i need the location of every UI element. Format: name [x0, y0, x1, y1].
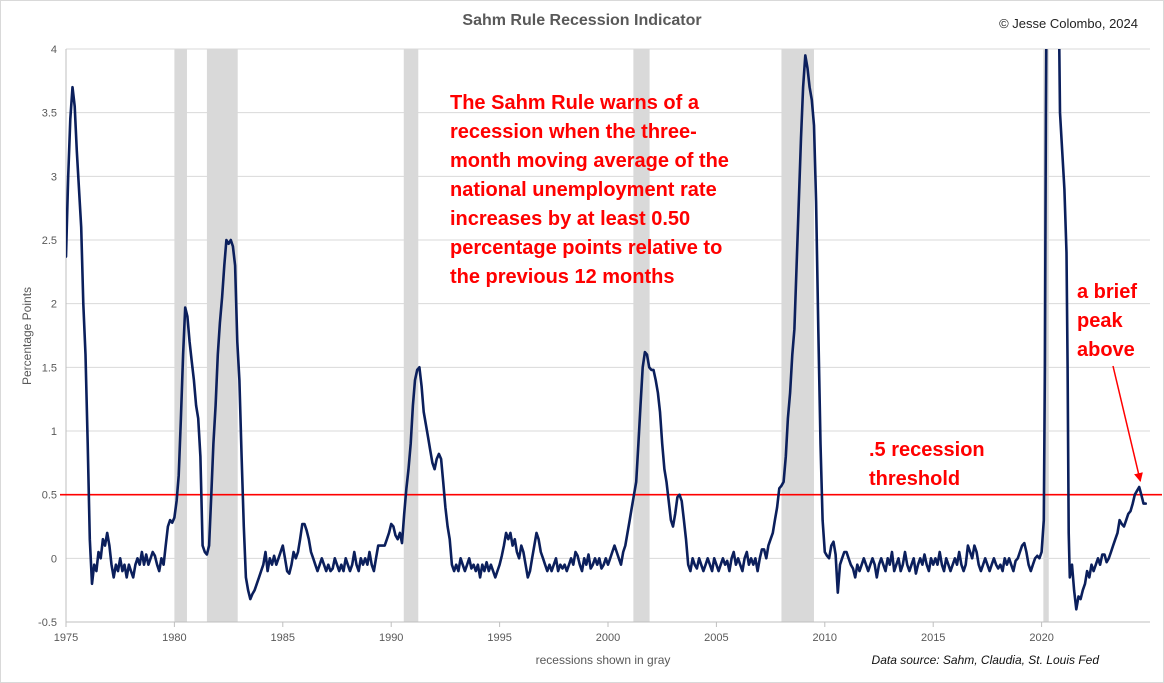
x-tick-label: 1985 [271, 632, 295, 644]
y-tick-label: 1 [51, 426, 57, 438]
y-tick-label: 0 [51, 553, 57, 565]
sahm-indicator-line [66, 49, 1147, 611]
sahm-rule-annotation: The Sahm Rule warns of a recession when … [450, 89, 770, 292]
annotation-line: the previous 12 months [450, 266, 675, 288]
data-source-note: Data source: Sahm, Claudia, St. Louis Fe… [871, 653, 1099, 667]
x-tick-label: 2000 [596, 632, 620, 644]
y-tick-label: 2.5 [42, 235, 57, 247]
x-tick-label: 1975 [54, 632, 78, 644]
annotation-line: percentage points relative to [450, 237, 723, 259]
annotation-line: peak [1077, 310, 1123, 332]
axes: -0.5 0 0.5 1 1.5 2 2.5 3 3.5 4 1975 1980 1985 1990 199… [38, 44, 1150, 644]
x-tick-label: 2005 [704, 632, 728, 644]
chart-title: Sahm Rule Recession Indicator [462, 12, 702, 29]
x-tick-label: 1990 [379, 632, 403, 644]
x-tick-label: 2015 [921, 632, 945, 644]
y-tick-label: 0.5 [42, 490, 57, 502]
annotation-line: increases by at least 0.50 [450, 208, 691, 230]
arrow-layer [1112, 365, 1143, 482]
annotation-line: .5 recession [869, 439, 985, 461]
series-layer [66, 49, 1147, 611]
annotation-line: a brief [1077, 281, 1138, 303]
y-tick-label: 3.5 [42, 108, 57, 120]
x-tick-label: 1995 [487, 632, 511, 644]
annotation-line: threshold [869, 468, 961, 490]
x-axis-label: recessions shown in gray [535, 653, 671, 667]
y-tick-label: 3 [51, 171, 57, 183]
y-tick-label: 1.5 [42, 362, 57, 374]
annotation-line: recession when the three- [450, 121, 697, 143]
y-tick-label: 2 [51, 299, 57, 311]
peak-annotation: a brief peak above [1077, 278, 1157, 365]
y-tick-label: -0.5 [38, 617, 57, 629]
x-tick-label: 2010 [813, 632, 837, 644]
x-tick-label: 2020 [1029, 632, 1053, 644]
recession-band [781, 49, 814, 622]
recession-band [403, 49, 419, 622]
annotation-line: above [1077, 339, 1135, 361]
x-tick-label: 1980 [162, 632, 186, 644]
recession-band [206, 49, 238, 622]
annotation-line: The Sahm Rule warns of a [450, 92, 699, 114]
recession-bands [174, 49, 1049, 622]
y-tick-label: 4 [51, 44, 57, 56]
peak-arrow [1112, 365, 1143, 482]
threshold-annotation: .5 recession threshold [869, 436, 1029, 494]
annotation-line: month moving average of the [450, 150, 729, 172]
annotation-line: national unemployment rate [450, 179, 717, 201]
y-axis-label: Percentage Points [20, 286, 34, 386]
copyright-note: © Jesse Colombo, 2024 [999, 16, 1138, 31]
